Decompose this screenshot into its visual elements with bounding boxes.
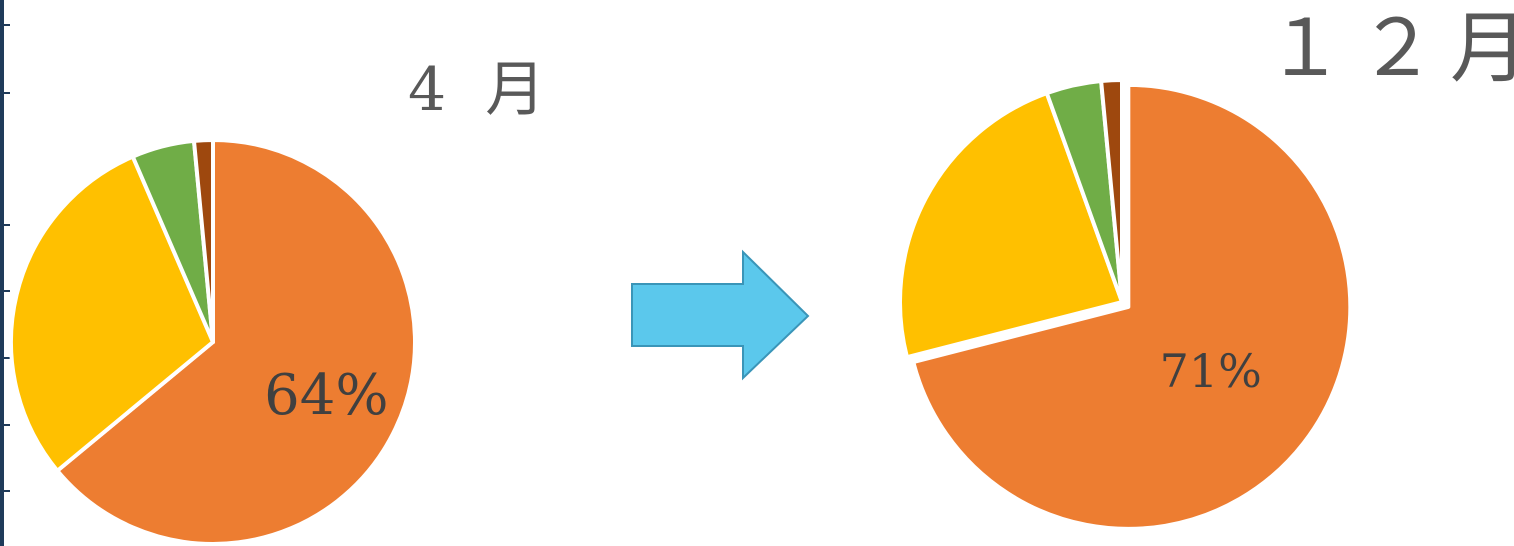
pie-slice — [1099, 78, 1124, 304]
pie-title-april: 4 月 — [408, 55, 556, 125]
pie-data-label: 64% — [264, 363, 388, 428]
pie-slice — [898, 91, 1124, 360]
frame-tick — [0, 290, 10, 292]
left-frame-edge — [0, 0, 4, 546]
right-arrow-icon — [631, 249, 810, 381]
pie-title-december: １２月 — [1266, 4, 1514, 94]
pie-slice — [191, 138, 215, 344]
pie-chart-december: 71% — [898, 78, 1353, 531]
pie-slice — [9, 154, 215, 473]
pie-chart-april: 64% — [9, 138, 417, 546]
frame-tick — [0, 490, 10, 492]
frame-tick — [0, 357, 10, 359]
pie-slice — [911, 82, 1353, 531]
frame-tick — [0, 424, 10, 426]
frame-tick — [0, 24, 10, 26]
frame-tick — [0, 92, 10, 94]
frame-tick — [0, 224, 10, 226]
pie-data-label: 71% — [1160, 344, 1262, 398]
pie-slice — [55, 138, 417, 546]
